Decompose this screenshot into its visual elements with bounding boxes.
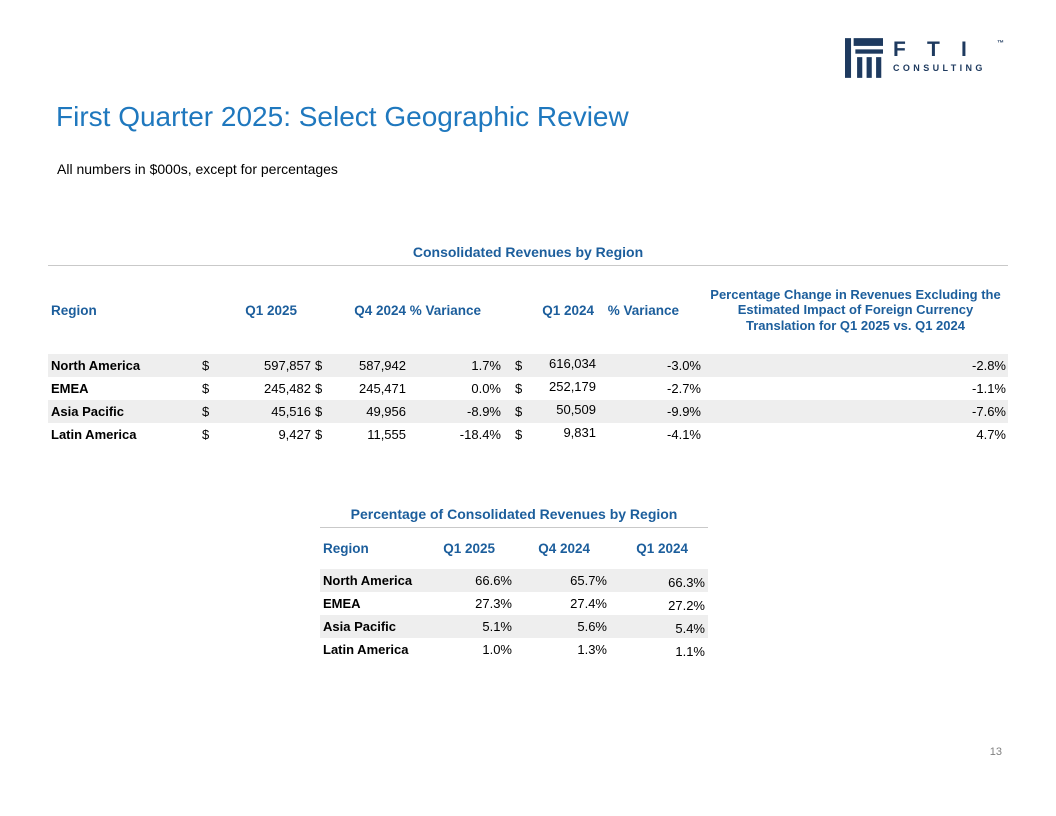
cell-variance-q4: 1.7% [471,358,501,373]
cell-region: Asia Pacific [323,619,396,634]
logo-letter-t: T [927,38,940,61]
table-row: Asia Pacific 5.1% 5.6% 5.4% [320,615,708,638]
cell-q1-2025: 45,516 [271,404,311,419]
cell-q1-2025: 9,427 [278,427,311,442]
header-variance-q4: % Variance [409,302,481,318]
table-row: North America $ 597,857 $ 587,942 1.7% $… [48,354,1008,377]
currency-symbol: $ [315,404,323,419]
header-q1-2024: Q1 2024 [636,541,688,556]
currency-symbol: $ [202,358,210,373]
header-variance-q1: % Variance [607,302,679,318]
cell-variance-q1: -9.9% [667,404,701,419]
cell-q4-2024: 11,555 [367,427,406,442]
table-row: Asia Pacific $ 45,516 $ 49,956 -8.9% $ 5… [48,400,1008,423]
cell-region: Latin America [323,642,409,657]
header-q1-2025: Q1 2025 [245,302,297,318]
cell-q1-2024: 66.3% [668,575,705,590]
cell-q4-2024: 65.7% [570,573,607,588]
cell-q4-2024: 27.4% [570,596,607,611]
cell-q1-2024: 5.4% [675,621,705,636]
cell-q4-2024: 49,956 [366,404,406,419]
cell-q1-2025: 5.1% [482,619,512,634]
header-spacer [313,266,333,354]
cell-variance-q4: -8.9% [467,404,501,419]
consolidated-revenues-table: Consolidated Revenues by Region Region Q… [48,243,1008,446]
table-row: Latin America $ 9,427 $ 11,555 -18.4% $ … [48,423,1008,446]
currency-symbol: $ [315,381,323,396]
revenue-table-header-row: Region Q1 2025 Q4 2024 % Variance Q1 202… [48,266,1008,354]
header-q4-2024: Q4 2024 [538,541,590,556]
cell-q1-2024: 252,179 [549,379,596,394]
currency-symbol: $ [315,358,323,373]
cell-variance-q4: -18.4% [459,427,501,442]
cell-region: North America [323,573,413,588]
header-spacer [513,266,533,354]
cell-fx-change: 4.7% [976,427,1006,442]
cell-q4-2024: 245,471 [359,381,406,396]
cell-region: Latin America [51,427,137,442]
cell-variance-q1: -4.1% [667,427,701,442]
logo-letter-f: F [893,38,906,61]
logo-text: F T I ™ CONSULTING [893,38,1004,73]
logo-letter-i: I [961,38,967,61]
cell-q1-2025: 66.6% [475,573,512,588]
cell-fx-change: -2.8% [972,358,1006,373]
header-spacer [200,266,218,354]
cell-q1-2024: 616,034 [549,356,596,371]
currency-symbol: $ [202,427,210,442]
currency-symbol: $ [515,358,523,373]
cell-region: Asia Pacific [51,404,124,419]
logo-consulting-text: CONSULTING [893,63,986,73]
table-row: North America 66.6% 65.7% 66.3% [320,569,708,592]
percentage-table: Region Q1 2025 Q4 2024 Q1 2024 North Ame… [320,528,708,661]
cell-region: EMEA [51,381,89,396]
currency-symbol: $ [202,404,210,419]
fti-logo: F T I ™ CONSULTING [845,38,1004,78]
cell-q1-2024: 9,831 [563,425,596,440]
cell-fx-change: -7.6% [972,404,1006,419]
revenue-table-title: Consolidated Revenues by Region [48,243,1008,266]
page-title: First Quarter 2025: Select Geographic Re… [56,101,629,132]
currency-symbol: $ [515,381,523,396]
currency-symbol: $ [515,427,523,442]
header-q1-2025: Q1 2025 [443,541,495,556]
percentage-table-title: Percentage of Consolidated Revenues by R… [320,505,708,528]
page-subtitle: All numbers in $000s, except for percent… [57,161,338,177]
cell-variance-q1: -3.0% [667,358,701,373]
fti-column-icon [845,38,883,78]
header-q4-2024: Q4 2024 [354,302,406,318]
percentage-table-header-row: Region Q1 2025 Q4 2024 Q1 2024 [320,528,708,569]
cell-q4-2024: 5.6% [577,619,607,634]
cell-q1-2024: 27.2% [668,598,705,613]
currency-symbol: $ [202,381,210,396]
page-number: 13 [989,746,1002,758]
currency-symbol: $ [515,404,523,419]
trademark-symbol: ™ [997,40,1004,47]
table-row: EMEA 27.3% 27.4% 27.2% [320,592,708,615]
cell-q1-2025: 27.3% [475,596,512,611]
cell-q1-2025: 245,482 [264,381,311,396]
table-row: EMEA $ 245,482 $ 245,471 0.0% $ 252,179 … [48,377,1008,400]
cell-variance-q4: 0.0% [471,381,501,396]
header-region: Region [51,302,97,318]
header-region: Region [323,541,369,556]
cell-q4-2024: 587,942 [359,358,406,373]
cell-q1-2025: 1.0% [482,642,512,657]
percentage-revenues-table: Percentage of Consolidated Revenues by R… [320,505,708,661]
revenue-table: Region Q1 2025 Q4 2024 % Variance Q1 202… [48,266,1008,446]
logo-brand-text: F T I ™ [893,38,1004,61]
cell-q1-2025: 597,857 [264,358,311,373]
header-fx-change: Percentage Change in Revenues Excluding … [710,286,1001,333]
header-q1-2024: Q1 2024 [542,302,594,318]
table-row: Latin America 1.0% 1.3% 1.1% [320,638,708,661]
cell-fx-change: -1.1% [972,381,1006,396]
currency-symbol: $ [315,427,323,442]
cell-q1-2024: 1.1% [675,644,705,659]
cell-q1-2024: 50,509 [556,402,596,417]
cell-region: EMEA [323,596,361,611]
cell-variance-q1: -2.7% [667,381,701,396]
cell-region: North America [51,358,141,373]
cell-q4-2024: 1.3% [577,642,607,657]
